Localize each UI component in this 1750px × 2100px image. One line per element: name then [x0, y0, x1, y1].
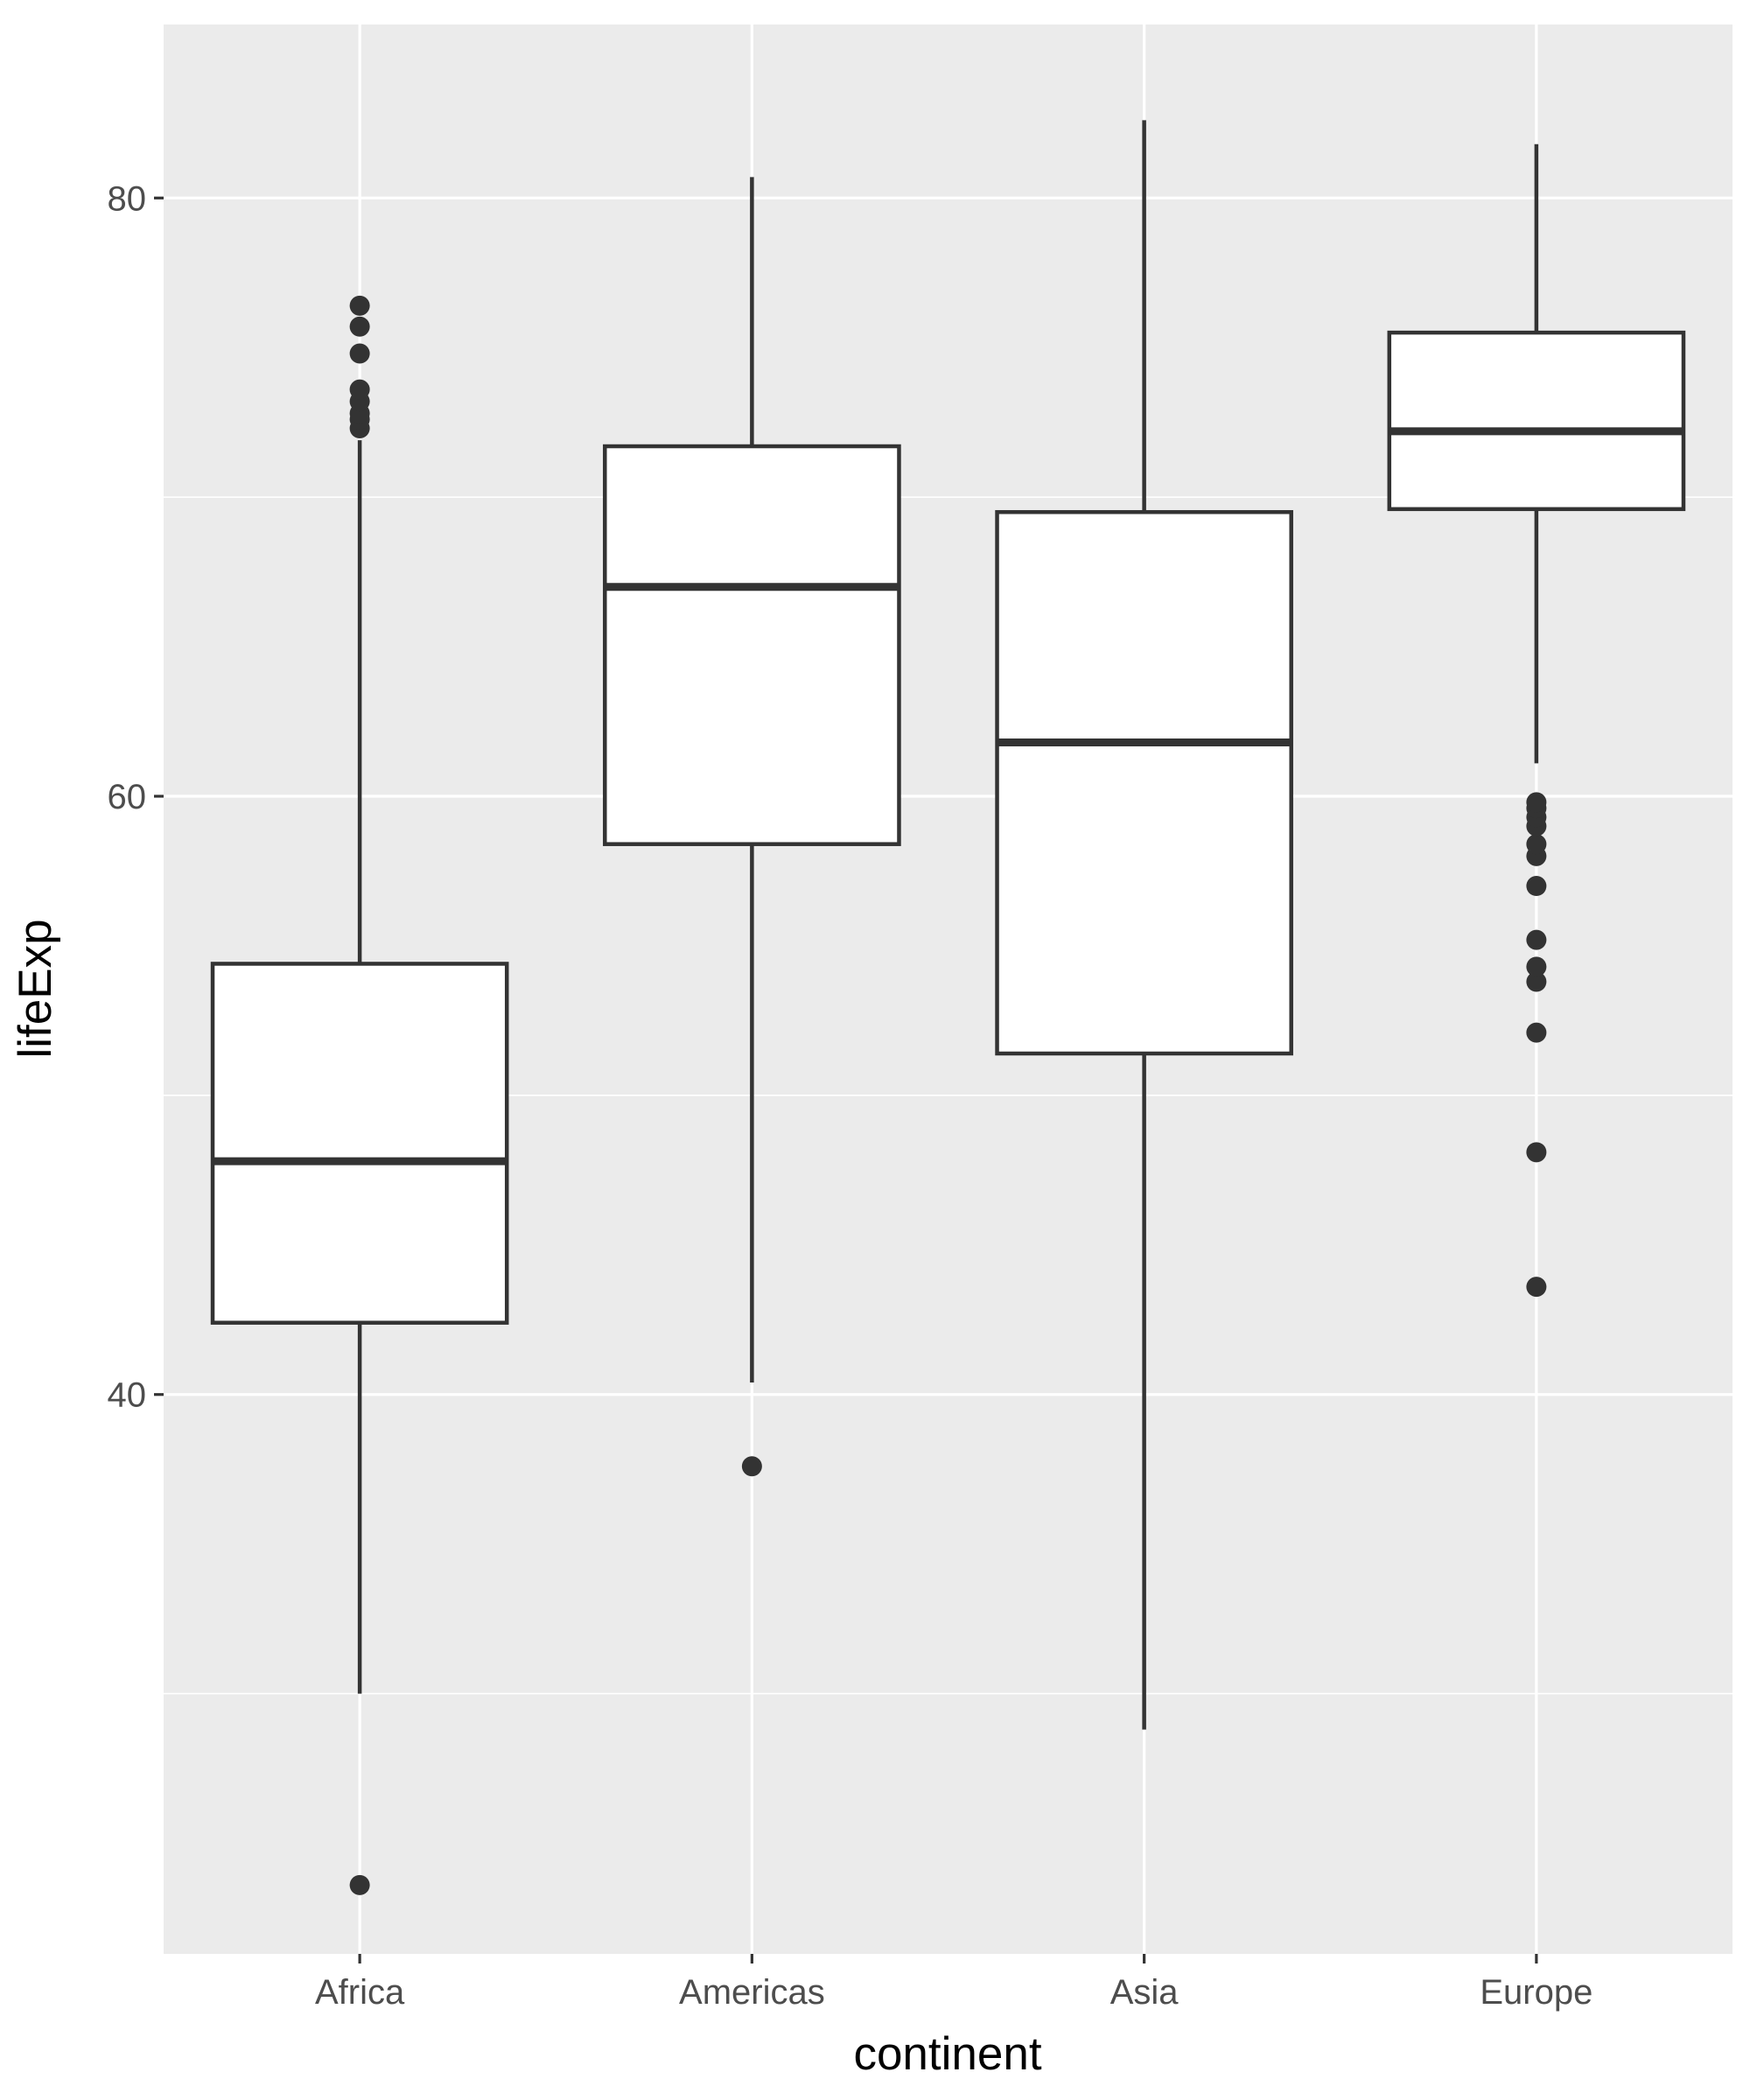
y-axis: 40 60 80 — [108, 179, 164, 1415]
x-tick-label-africa: Africa — [315, 1973, 405, 2012]
x-tick-label-asia: Asia — [1110, 1973, 1180, 2012]
outlier-point-africa-7 — [349, 316, 370, 337]
outlier-point-africa-6 — [349, 343, 370, 364]
outlier-point-europe-0 — [1526, 1277, 1547, 1298]
outlier-point-europe-4 — [1526, 956, 1547, 977]
box-asia — [995, 509, 1293, 1056]
box-group-europe — [1387, 144, 1686, 1298]
box-africa — [210, 962, 509, 1325]
outlier-point-europe-2 — [1526, 1022, 1547, 1043]
y-tick-label-40: 40 — [108, 1376, 147, 1415]
x-tick-label-europe: Europe — [1480, 1973, 1592, 2012]
outlier-point-americas-0 — [741, 1456, 762, 1477]
box-group-asia — [995, 120, 1293, 1730]
y-tick-label-60: 60 — [108, 778, 147, 816]
outlier-point-europe-3 — [1526, 971, 1547, 992]
outlier-point-africa-8 — [349, 295, 370, 316]
outlier-point-africa-5 — [349, 379, 370, 400]
y-axis-title: lifeExp — [10, 919, 61, 1058]
x-axis: Africa Americas Asia Europe — [315, 1954, 1592, 2012]
outlier-point-europe-1 — [1526, 1142, 1547, 1163]
box-group-africa — [210, 295, 509, 1895]
box-americas — [603, 444, 901, 846]
x-axis-title: continent — [853, 2028, 1041, 2080]
outlier-point-europe-5 — [1526, 929, 1547, 950]
outlier-point-europe-6 — [1526, 876, 1547, 897]
box-group-americas — [603, 177, 901, 1477]
outlier-point-europe-12 — [1526, 792, 1547, 813]
y-tick-label-80: 80 — [108, 179, 147, 218]
outlier-point-europe-8 — [1526, 834, 1547, 855]
x-tick-label-americas: Americas — [679, 1973, 825, 2012]
boxes-layer — [210, 120, 1686, 1895]
box-europe — [1387, 330, 1686, 512]
outlier-point-africa-0 — [349, 1874, 370, 1895]
